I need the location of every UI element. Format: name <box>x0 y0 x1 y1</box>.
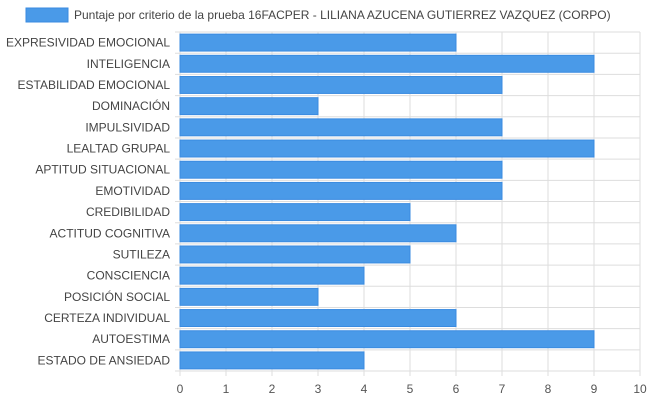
category-label: APTITUD SITUACIONAL <box>35 163 170 177</box>
category-label: CREDIBILIDAD <box>86 205 170 219</box>
category-labels: EXPRESIVIDAD EMOCIONAL INTELIGENCIA ESTABI… <box>6 36 170 368</box>
category-label: CONSCIENCIA <box>87 269 170 283</box>
x-axis-ticks: 0 1 2 3 4 5 6 7 8 9 10 <box>177 382 647 396</box>
category-label: EMOTIVIDAD <box>95 184 170 198</box>
category-label: EXPRESIVIDAD EMOCIONAL <box>6 36 170 50</box>
x-tick-label: 7 <box>499 382 506 396</box>
bar[interactable] <box>179 309 457 328</box>
x-tick-label: 3 <box>315 382 322 396</box>
category-label: ESTABILIDAD EMOCIONAL <box>18 78 171 92</box>
bar[interactable] <box>179 75 503 94</box>
legend[interactable]: Puntaje por criterio de la prueba 16FACP… <box>25 7 611 23</box>
bar[interactable] <box>179 160 503 179</box>
x-tick-label: 8 <box>545 382 552 396</box>
bar[interactable] <box>179 203 411 222</box>
bar[interactable] <box>179 54 595 73</box>
bar[interactable] <box>179 118 503 137</box>
category-label: SUTILEZA <box>113 247 170 261</box>
bar[interactable] <box>179 266 365 285</box>
bar[interactable] <box>179 245 411 264</box>
bar[interactable] <box>179 330 595 349</box>
category-label: POSICIÓN SOCIAL <box>64 289 170 304</box>
x-tick-label: 4 <box>361 382 368 396</box>
category-label: ESTADO DE ANSIEDAD <box>38 353 171 367</box>
category-label: DOMINACIÓN <box>92 98 170 113</box>
legend-label: Puntaje por criterio de la prueba 16FACP… <box>74 8 611 22</box>
category-label: AUTOESTIMA <box>92 332 170 346</box>
bar[interactable] <box>179 97 319 116</box>
bar[interactable] <box>179 287 319 306</box>
bar[interactable] <box>179 351 365 370</box>
category-label: CERTEZA INDIVIDUAL <box>44 311 170 325</box>
bar[interactable] <box>179 181 503 200</box>
x-tick-label: 10 <box>633 382 647 396</box>
category-label: LEALTAD GRUPAL <box>67 142 171 156</box>
bar[interactable] <box>179 139 595 158</box>
bar[interactable] <box>179 224 457 243</box>
x-tick-label: 0 <box>177 382 184 396</box>
x-tick-label: 6 <box>453 382 460 396</box>
category-label: IMPULSIVIDAD <box>85 120 170 134</box>
x-tick-label: 1 <box>223 382 230 396</box>
x-tick-label: 9 <box>591 382 598 396</box>
category-label: INTELIGENCIA <box>87 57 170 71</box>
bar[interactable] <box>179 33 457 52</box>
x-tick-label: 5 <box>407 382 414 396</box>
category-label: ACTITUD COGNITIVA <box>50 226 170 240</box>
bars <box>179 33 595 370</box>
x-tick-label: 2 <box>269 382 276 396</box>
legend-swatch <box>25 7 69 23</box>
